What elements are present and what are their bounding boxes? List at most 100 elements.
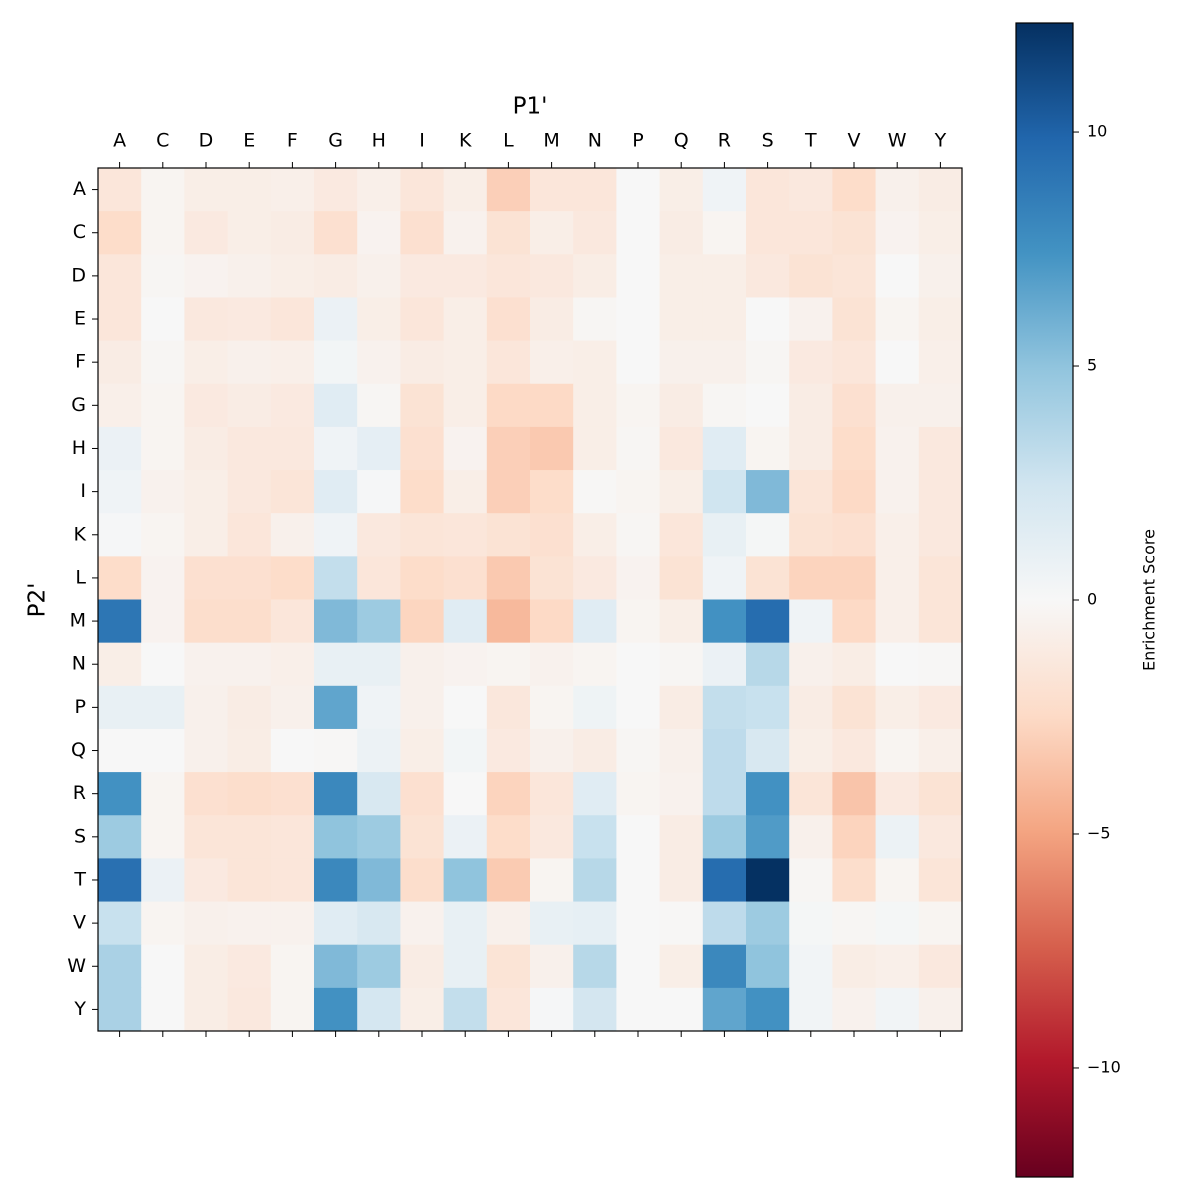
heatmap-cell <box>98 383 142 428</box>
heatmap-cell <box>832 901 877 946</box>
heatmap-cell <box>832 426 877 471</box>
heatmap-cell <box>314 987 358 1032</box>
heatmap-cell <box>227 987 272 1032</box>
heatmap-cell <box>616 470 661 514</box>
heatmap-cell <box>443 340 488 385</box>
heatmap-cell <box>486 168 531 212</box>
heatmap-cell <box>486 772 531 816</box>
heatmap-cell <box>789 944 833 989</box>
heatmap-cell <box>746 858 790 903</box>
heatmap-cell <box>659 685 704 730</box>
heatmap-cell <box>573 599 617 644</box>
heatmap-cell <box>314 340 358 385</box>
heatmap-cell <box>746 556 790 600</box>
heatmap-cell <box>573 254 617 298</box>
heatmap-cell <box>98 168 142 212</box>
heatmap-cell <box>573 297 617 342</box>
y-tick-label: T <box>73 868 86 890</box>
heatmap-cell <box>875 297 920 342</box>
heatmap-cell <box>616 254 661 298</box>
heatmap-cell <box>184 426 229 471</box>
heatmap-cell <box>832 211 877 255</box>
heatmap-cell <box>357 297 401 342</box>
heatmap-cell <box>702 470 747 514</box>
heatmap-cell <box>486 599 531 644</box>
heatmap-cell <box>918 254 963 298</box>
heatmap-cell <box>832 858 877 903</box>
heatmap-cell <box>486 297 531 342</box>
heatmap-cell <box>530 815 574 859</box>
heatmap-cell <box>659 383 704 428</box>
y-tick-label: F <box>75 351 86 373</box>
heatmap-cell <box>702 728 747 773</box>
colorbar-tick-label: −10 <box>1087 1057 1121 1076</box>
heatmap-cell <box>400 470 445 514</box>
heatmap-cell <box>357 987 401 1032</box>
heatmap-cell <box>659 513 704 557</box>
heatmap-cell <box>357 944 401 989</box>
x-tick-label: R <box>718 130 731 152</box>
heatmap-cell <box>530 987 574 1032</box>
heatmap-cell <box>314 426 358 471</box>
heatmap-cell <box>400 513 445 557</box>
heatmap-cell <box>98 901 142 946</box>
heatmap-cell <box>659 470 704 514</box>
y-tick-label: W <box>67 955 86 977</box>
heatmap-cell <box>875 383 920 428</box>
heatmap-cell <box>573 642 617 687</box>
heatmap-cell <box>443 944 488 989</box>
heatmap-cell <box>400 297 445 342</box>
heatmap-cell <box>789 254 833 298</box>
heatmap-cell <box>443 642 488 687</box>
heatmap-cell <box>141 211 185 255</box>
heatmap-cell <box>832 685 877 730</box>
heatmap-cell <box>443 556 488 600</box>
heatmap-cell <box>789 297 833 342</box>
heatmap-cell <box>875 470 920 514</box>
heatmap-cell <box>314 556 358 600</box>
heatmap-cell <box>400 642 445 687</box>
heatmap-cell <box>270 815 315 859</box>
heatmap-cell <box>314 642 358 687</box>
heatmap-cell <box>227 685 272 730</box>
heatmap-cell <box>141 599 185 644</box>
heatmap-cell <box>270 211 315 255</box>
heatmap-cell <box>702 513 747 557</box>
heatmap-cell <box>98 599 142 644</box>
y-tick-label: D <box>71 264 86 286</box>
heatmap-cell <box>530 297 574 342</box>
heatmap-cell <box>314 254 358 298</box>
heatmap-cell <box>443 772 488 816</box>
heatmap-cell <box>270 901 315 946</box>
heatmap-cell <box>702 426 747 471</box>
heatmap-cell <box>270 858 315 903</box>
heatmap-cell <box>270 772 315 816</box>
x-tick-label: W <box>888 130 907 152</box>
heatmap-cell <box>832 987 877 1032</box>
heatmap-cell <box>486 513 531 557</box>
heatmap-cell <box>227 728 272 773</box>
heatmap-cell <box>98 556 142 600</box>
y-tick-label: H <box>72 437 86 459</box>
x-tick-label: M <box>543 130 559 152</box>
heatmap-cell <box>789 642 833 687</box>
heatmap-cell <box>918 728 963 773</box>
heatmap-cell <box>141 987 185 1032</box>
heatmap-cell <box>184 685 229 730</box>
heatmap-cell <box>227 297 272 342</box>
heatmap-cell <box>789 987 833 1032</box>
heatmap-cell <box>486 426 531 471</box>
heatmap-cell <box>616 944 661 989</box>
heatmap-cell <box>270 599 315 644</box>
heatmap-cell <box>270 987 315 1032</box>
heatmap-cell <box>357 901 401 946</box>
heatmap-cell <box>357 772 401 816</box>
heatmap-cell <box>918 901 963 946</box>
heatmap-cell <box>746 728 790 773</box>
heatmap-cell <box>875 987 920 1032</box>
heatmap-cell <box>702 599 747 644</box>
heatmap-cell <box>832 815 877 859</box>
heatmap-cell <box>227 470 272 514</box>
heatmap-cell <box>789 168 833 212</box>
heatmap-cell <box>659 556 704 600</box>
